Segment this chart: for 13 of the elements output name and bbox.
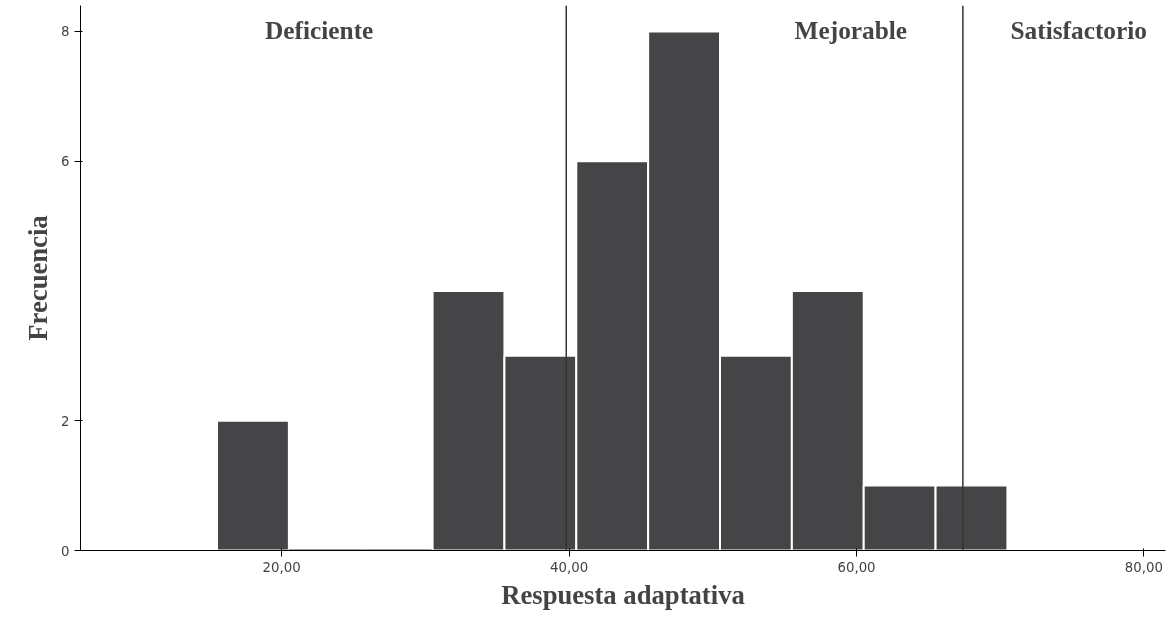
x-tick-label: 20,00 [262, 559, 301, 575]
annotation: Mejorable [794, 16, 908, 45]
x-tick-label: 60,00 [837, 559, 876, 575]
x-tick-label: 40,00 [550, 559, 589, 575]
y-tick-label: 0 [61, 543, 70, 559]
y-tick-label: 6 [61, 154, 70, 170]
x-axis-title: Respuesta adaptativa [501, 579, 745, 610]
y-tick-label: 8 [61, 24, 70, 40]
x-tick-label: 80,00 [1124, 559, 1164, 575]
annotation: Deficiente [265, 16, 374, 45]
y-axis-title: Frecuencia [23, 215, 54, 341]
y-tick-label: 2 [61, 413, 70, 429]
annotation: Satisfactorio [1010, 16, 1147, 45]
